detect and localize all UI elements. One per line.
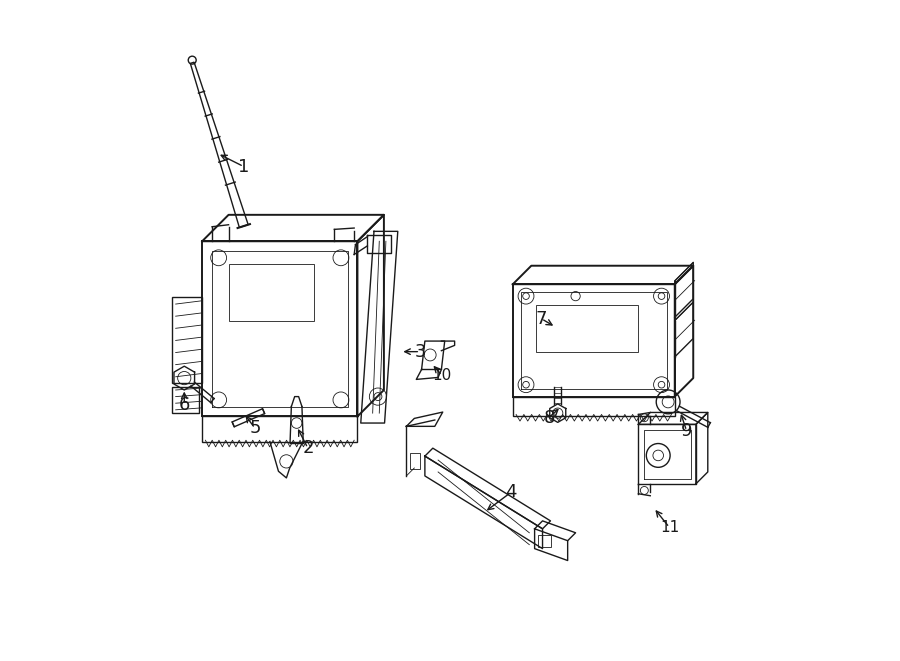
Bar (410, 453, 419, 469)
Text: 10: 10 (432, 368, 452, 383)
Bar (173, 387, 199, 413)
Bar (538, 535, 551, 547)
Bar (229, 264, 314, 321)
Bar (202, 416, 357, 442)
Text: 6: 6 (178, 395, 190, 414)
Text: 1: 1 (238, 157, 249, 176)
Text: 7: 7 (536, 309, 547, 328)
Bar (513, 397, 675, 416)
Text: 2: 2 (302, 439, 313, 457)
Text: 4: 4 (505, 483, 517, 502)
Text: 3: 3 (415, 342, 426, 361)
Text: 11: 11 (660, 520, 680, 535)
Bar (536, 305, 638, 352)
Text: 9: 9 (681, 422, 692, 440)
Text: 5: 5 (249, 419, 261, 438)
Bar (173, 297, 202, 383)
Text: 8: 8 (544, 408, 554, 427)
